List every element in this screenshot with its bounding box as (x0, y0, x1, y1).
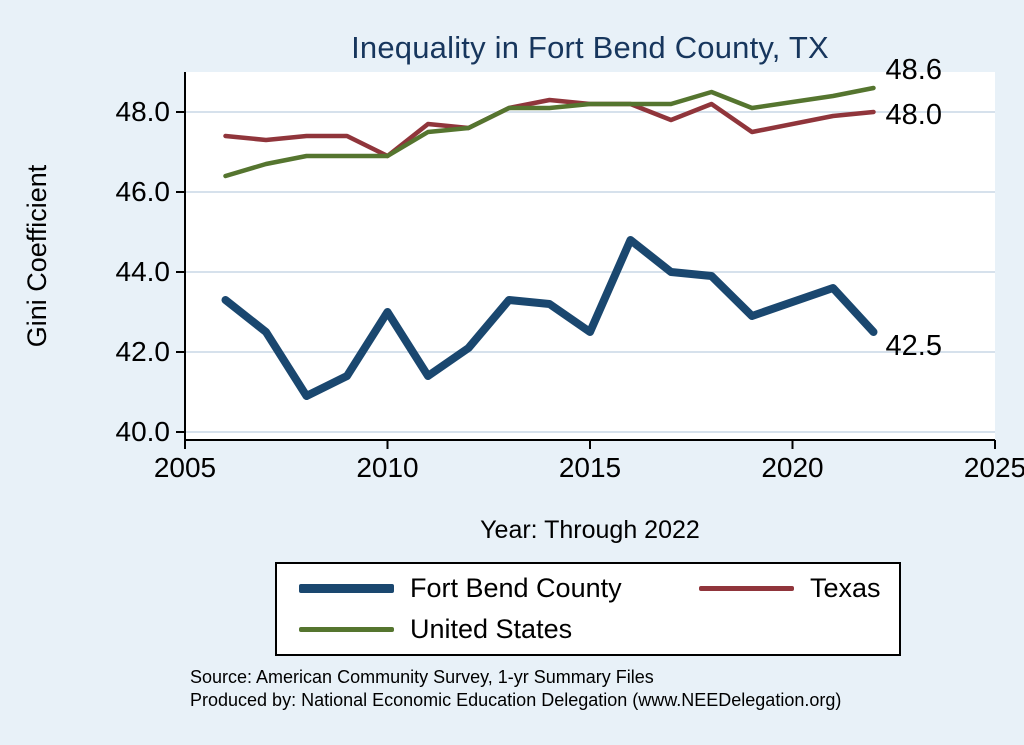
series-end-label-united-states: 48.6 (885, 54, 942, 86)
y-tick-label: 44.0 (115, 256, 171, 287)
legend-item-texas: Texas (699, 573, 899, 604)
y-axis-label: Gini Coefficient (22, 164, 52, 348)
legend: Fort Bend County Texas United States (275, 562, 901, 656)
legend-item-united-states: United States (299, 614, 699, 645)
legend-swatch-fort-bend-county (299, 584, 394, 593)
y-tick-label: 42.0 (115, 336, 171, 367)
y-tick-label: 46.0 (115, 176, 171, 207)
legend-label-texas: Texas (810, 573, 881, 603)
source-line-2: Produced by: National Economic Education… (190, 689, 842, 710)
x-tick-label: 2015 (558, 452, 622, 483)
x-tick-label: 2010 (356, 452, 419, 483)
x-tick-label: 2020 (761, 452, 824, 483)
series-end-label-fort-bend-county: 42.5 (885, 330, 942, 362)
legend-item-fort-bend-county: Fort Bend County (299, 573, 699, 604)
legend-label-united-states: United States (410, 614, 573, 644)
y-tick-label: 40.0 (115, 416, 171, 447)
x-tick-label: 2025 (963, 452, 1024, 483)
chart-title: Inequality in Fort Bend County, TX (351, 30, 829, 65)
plot-area: 40.0 42.0 44.0 46.0 48.0 2005 2010 2015 2020 2025… (116, 54, 1024, 483)
series-end-label-texas: 48.0 (885, 99, 942, 131)
source-line-1: Source: American Community Survey, 1-yr … (190, 667, 654, 687)
legend-swatch-texas (699, 586, 794, 591)
x-tick-label: 2005 (153, 452, 217, 483)
legend-swatch-united-states (299, 627, 394, 632)
line-chart (176, 72, 996, 449)
x-axis-label: Year: Through 2022 (480, 516, 700, 544)
source-note: Source: American Community Survey, 1-yr … (190, 666, 841, 711)
legend-label-fort-bend-county: Fort Bend County (410, 573, 622, 603)
y-tick-label: 48.0 (115, 96, 171, 127)
